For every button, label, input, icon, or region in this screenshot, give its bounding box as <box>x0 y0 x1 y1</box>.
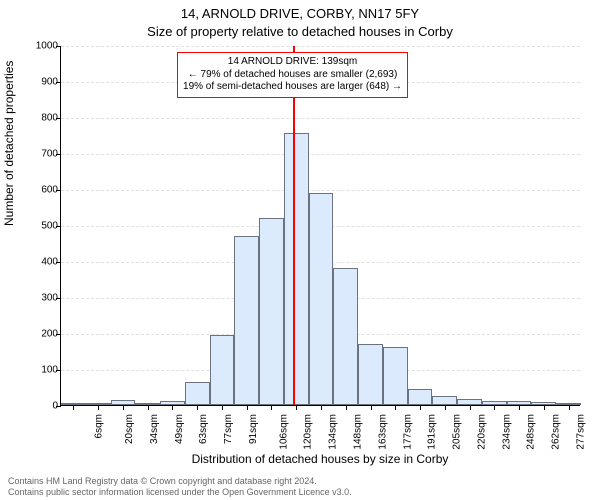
histogram-bar <box>383 347 408 405</box>
grid-line <box>61 118 580 119</box>
xtick-label: 234sqm <box>501 414 512 450</box>
xtick-label: 177sqm <box>402 414 413 450</box>
xtick-label: 277sqm <box>575 414 586 450</box>
histogram-bar <box>234 236 259 405</box>
xtick-label: 91sqm <box>248 414 259 444</box>
grid-line <box>61 190 580 191</box>
xtick-mark <box>247 405 248 410</box>
xtick-label: 134sqm <box>328 414 339 450</box>
xtick-label: 262sqm <box>551 414 562 450</box>
xtick-mark <box>73 405 74 410</box>
xtick-label: 34sqm <box>149 414 160 444</box>
xtick-mark <box>420 405 421 410</box>
histogram-bar <box>210 335 235 405</box>
annotation-line: ← 79% of detached houses are smaller (2,… <box>183 69 402 82</box>
ytick-label: 200 <box>22 329 58 340</box>
xtick-mark <box>494 405 495 410</box>
xtick-mark <box>569 405 570 410</box>
histogram-bar <box>358 344 383 405</box>
histogram-bar <box>408 389 433 405</box>
xtick-mark <box>271 405 272 410</box>
histogram-bar <box>432 396 457 405</box>
grid-line <box>61 46 580 47</box>
ytick-label: 900 <box>22 77 58 88</box>
ytick-label: 0 <box>22 401 58 412</box>
histogram-bar <box>333 268 358 405</box>
x-axis-label: Distribution of detached houses by size … <box>60 452 580 466</box>
plot-area: 14 ARNOLD DRIVE: 139sqm← 79% of detached… <box>60 46 580 406</box>
xtick-mark <box>296 405 297 410</box>
y-axis-label: Number of detached properties <box>2 61 16 226</box>
annotation-line: 19% of semi-detached houses are larger (… <box>183 81 402 94</box>
xtick-mark <box>544 405 545 410</box>
xtick-label: 248sqm <box>526 414 537 450</box>
xtick-label: 106sqm <box>278 414 289 450</box>
xtick-mark <box>470 405 471 410</box>
ytick-label: 300 <box>22 293 58 304</box>
xtick-mark <box>197 405 198 410</box>
xtick-label: 77sqm <box>223 414 234 444</box>
histogram-bar <box>259 218 284 405</box>
xtick-label: 49sqm <box>174 414 185 444</box>
xtick-mark <box>371 405 372 410</box>
xtick-label: 205sqm <box>452 414 463 450</box>
chart-title-top: 14, ARNOLD DRIVE, CORBY, NN17 5FY <box>0 6 600 21</box>
ytick-label: 400 <box>22 257 58 268</box>
footer-line-1: Contains HM Land Registry data © Crown c… <box>8 476 352 487</box>
xtick-mark <box>172 405 173 410</box>
xtick-mark <box>148 405 149 410</box>
ytick-label: 700 <box>22 149 58 160</box>
xtick-label: 63sqm <box>198 414 209 444</box>
footer-line-2: Contains public sector information licen… <box>8 487 352 498</box>
xtick-mark <box>98 405 99 410</box>
xtick-label: 163sqm <box>377 414 388 450</box>
xtick-label: 6sqm <box>94 414 105 438</box>
histogram-bar <box>284 133 309 405</box>
annotation-line: 14 ARNOLD DRIVE: 139sqm <box>183 56 402 69</box>
xtick-mark <box>123 405 124 410</box>
ytick-label: 600 <box>22 185 58 196</box>
histogram-bar <box>185 382 210 405</box>
ytick-label: 800 <box>22 113 58 124</box>
ytick-label: 500 <box>22 221 58 232</box>
xtick-label: 220sqm <box>476 414 487 450</box>
ytick-label: 100 <box>22 365 58 376</box>
annotation-box: 14 ARNOLD DRIVE: 139sqm← 79% of detached… <box>177 52 408 98</box>
xtick-mark <box>445 405 446 410</box>
grid-line <box>61 154 580 155</box>
footer-attribution: Contains HM Land Registry data © Crown c… <box>8 476 352 498</box>
xtick-label: 120sqm <box>303 414 314 450</box>
xtick-mark <box>222 405 223 410</box>
histogram-bar <box>309 193 334 405</box>
reference-line <box>293 46 295 405</box>
xtick-label: 191sqm <box>427 414 438 450</box>
xtick-mark <box>321 405 322 410</box>
xtick-mark <box>395 405 396 410</box>
ytick-label: 1000 <box>22 41 58 52</box>
chart-title-sub: Size of property relative to detached ho… <box>0 24 600 39</box>
xtick-mark <box>346 405 347 410</box>
chart-container: 14, ARNOLD DRIVE, CORBY, NN17 5FY Size o… <box>0 0 600 500</box>
xtick-mark <box>519 405 520 410</box>
xtick-label: 20sqm <box>124 414 135 444</box>
xtick-label: 148sqm <box>353 414 364 450</box>
